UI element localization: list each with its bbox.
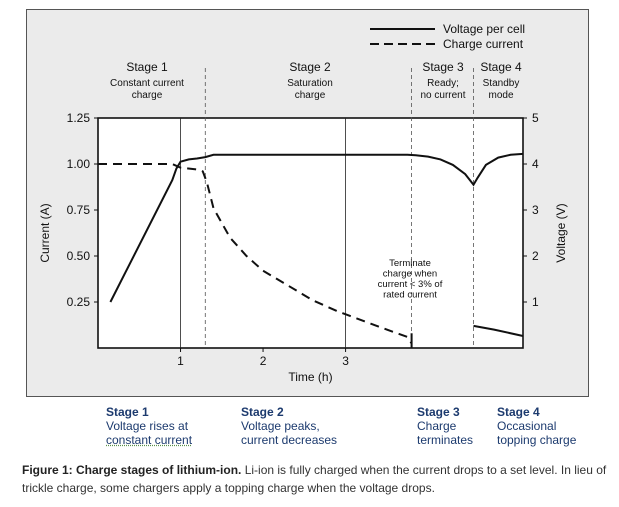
stage-header-line: charge <box>295 90 326 101</box>
voltage-series-line <box>109 152 524 303</box>
y-right-tick-label: 2 <box>532 249 539 263</box>
termination-annotation: rated current <box>383 290 437 301</box>
stage-header-line: charge <box>132 90 163 101</box>
figure-caption: Figure 1: Charge stages of lithium-ion. … <box>22 461 607 497</box>
stage-caption-title: Stage 2 <box>241 405 284 419</box>
stage-caption-line: Voltage rises at <box>106 419 189 433</box>
stage-caption-line: Charge <box>417 419 457 433</box>
termination-annotation: current < 3% of <box>378 279 443 290</box>
figure-caption-text: Li-ion is fully charged when the current… <box>22 463 607 495</box>
termination-annotation: charge when <box>383 269 437 280</box>
legend-voltage-label: Voltage per cell <box>443 22 525 36</box>
stage-header-line: mode <box>488 90 513 101</box>
y-right-tick-label: 3 <box>532 203 539 217</box>
y-right-axis-label: Voltage (V) <box>554 203 568 262</box>
stage-caption-title: Stage 1 <box>106 405 149 419</box>
x-tick-label: 3 <box>342 354 349 368</box>
y-right-tick-label: 5 <box>532 111 539 125</box>
x-tick-label: 1 <box>177 354 184 368</box>
charge-current-topping-line <box>473 324 524 337</box>
plot-area <box>97 117 524 349</box>
y-right-tick-label: 1 <box>532 295 539 309</box>
y-left-tick-label: 0.75 <box>67 203 91 217</box>
figure-caption-title: Figure 1: Charge stages of lithium-ion. <box>22 463 242 477</box>
stage-caption-4: Stage 4 Occasional topping charge <box>497 405 576 447</box>
stage-caption-line: topping charge <box>497 433 577 447</box>
y-left-axis-label: Current (A) <box>38 203 52 262</box>
stage-header-line: Constant current <box>110 78 184 89</box>
stage-header-line: Ready; <box>427 78 459 89</box>
y-right-tick-label: 4 <box>532 157 539 171</box>
y-left-tick-label: 1.25 <box>67 111 91 125</box>
stage-header-line: Standby <box>483 78 520 89</box>
stage-caption-title: Stage 4 <box>497 405 540 419</box>
termination-annotation: Terminate <box>389 258 431 269</box>
stage-caption-line: constant current <box>106 433 193 447</box>
x-axis-label: Time (h) <box>288 370 332 384</box>
stage-caption-line: Occasional <box>497 419 557 433</box>
stage-header-title: Stage 1 <box>126 60 168 74</box>
stage-header-title: Stage 2 <box>289 60 331 74</box>
stage-header-title: Stage 4 <box>480 60 522 74</box>
stage-caption-line: current decreases <box>241 433 338 447</box>
stage-caption-3: Stage 3 Charge terminates <box>417 405 473 447</box>
stage-header-line: no current <box>420 90 465 101</box>
chart-figure: Stage 1 Constant current charge Stage 2 Satu… <box>26 9 589 397</box>
stage-caption-line: Voltage peaks, <box>241 419 320 433</box>
y-left-tick-label: 0.50 <box>67 249 91 263</box>
y-left-tick-label: 1.00 <box>67 157 91 171</box>
x-tick-label: 2 <box>260 354 267 368</box>
stage-caption-2: Stage 2 Voltage peaks, current decreases <box>241 405 337 447</box>
stage-header-title: Stage 3 <box>422 60 464 74</box>
legend-current-label: Charge current <box>443 37 524 51</box>
stage-caption-1: Stage 1 Voltage rises at constant curren… <box>106 405 192 447</box>
y-left-tick-label: 0.25 <box>67 295 91 309</box>
stage-caption-line: terminates <box>417 433 474 447</box>
charge-current-series-line <box>98 163 413 344</box>
stage-header-line: Saturation <box>287 78 333 89</box>
stage-caption-title: Stage 3 <box>417 405 460 419</box>
